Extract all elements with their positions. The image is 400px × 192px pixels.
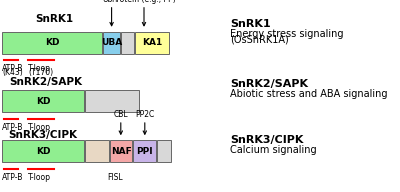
- Text: Protein (e.g., PP): Protein (e.g., PP): [112, 0, 176, 4]
- Bar: [133, 140, 156, 162]
- Text: (T170): (T170): [28, 68, 53, 77]
- Text: T-loop: T-loop: [28, 64, 51, 73]
- Bar: [135, 32, 169, 54]
- Text: NAF: NAF: [111, 147, 131, 156]
- Text: SnRK3/CIPK: SnRK3/CIPK: [230, 135, 303, 145]
- Bar: [157, 140, 171, 162]
- Text: KD: KD: [45, 38, 59, 47]
- Bar: [2, 32, 102, 54]
- Text: CBL: CBL: [114, 110, 128, 119]
- Text: Abiotic stress and ABA signaling: Abiotic stress and ABA signaling: [230, 89, 388, 99]
- Text: SnRK2/SAPK: SnRK2/SAPK: [230, 79, 308, 89]
- Text: PPI: PPI: [136, 147, 153, 156]
- Text: Ub-P: Ub-P: [103, 0, 120, 4]
- Bar: [103, 32, 120, 54]
- Bar: [121, 32, 134, 54]
- Text: T-loop: T-loop: [28, 123, 51, 132]
- Text: ATP-B: ATP-B: [2, 64, 24, 73]
- Text: ATP-B: ATP-B: [2, 123, 24, 132]
- Text: (OsSnRK1A): (OsSnRK1A): [230, 34, 289, 44]
- Text: Energy stress signaling: Energy stress signaling: [230, 29, 344, 39]
- Text: SnRK2/SAPK: SnRK2/SAPK: [10, 77, 82, 87]
- Text: KD: KD: [36, 97, 50, 106]
- Text: SnRK3/CIPK: SnRK3/CIPK: [9, 130, 78, 140]
- Text: UBA: UBA: [101, 38, 122, 47]
- Text: T-loop: T-loop: [28, 173, 51, 182]
- Bar: [85, 140, 109, 162]
- Text: KA1: KA1: [142, 38, 162, 47]
- Bar: [110, 140, 132, 162]
- Text: Calcium signaling: Calcium signaling: [230, 145, 317, 155]
- Text: FISL: FISL: [107, 173, 123, 182]
- Bar: [2, 90, 84, 112]
- Text: ATP-B: ATP-B: [2, 173, 24, 182]
- Text: SnRK1: SnRK1: [230, 19, 271, 29]
- Text: (K43): (K43): [2, 68, 23, 77]
- Text: KD: KD: [36, 147, 50, 156]
- Bar: [85, 90, 139, 112]
- Text: PP2C: PP2C: [135, 110, 154, 119]
- Text: SnRK1: SnRK1: [35, 14, 73, 24]
- Bar: [2, 140, 84, 162]
